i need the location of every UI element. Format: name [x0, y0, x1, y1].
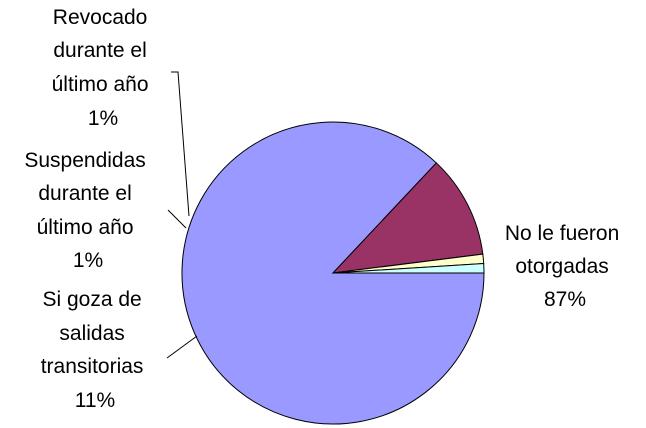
leader-line-salidas — [166, 335, 198, 359]
slice-percent: 1% — [73, 249, 103, 272]
label-line: Si goza de — [42, 288, 141, 311]
label-line: otorgadas — [515, 255, 608, 278]
slice-label-suspendidas: Suspendidas durante el último año 1% — [24, 149, 151, 272]
slice-percent: 1% — [88, 107, 118, 130]
slice-label-salidas: Si goza de salidas transitorias 11% — [41, 288, 150, 412]
leader-line-revocado — [171, 71, 190, 217]
label-line: Revocado — [53, 6, 148, 29]
label-line: No le fueron — [505, 222, 619, 245]
slice-salidas — [331, 162, 484, 274]
slice-label-revocado: Revocado durante el último año 1% — [52, 6, 155, 130]
slice-percent: 11% — [75, 389, 115, 412]
leader-line-suspendidas — [167, 209, 187, 229]
slice-percent: 87% — [544, 288, 586, 311]
label-line: transitorias — [41, 355, 144, 378]
label-line: último año — [52, 73, 149, 96]
label-line: durante el — [38, 182, 131, 205]
pie-slices — [181, 121, 485, 425]
slice-revocado — [332, 262, 485, 274]
label-line: Suspendidas — [24, 149, 145, 172]
slice-no-otorgadas — [181, 121, 485, 425]
leader-lines — [166, 71, 198, 359]
label-line: durante el — [53, 39, 146, 62]
slice-label-no-otorgadas: No le fueron otorgadas 87% — [505, 222, 625, 311]
label-line: salidas — [59, 322, 124, 345]
label-line: último año — [37, 216, 134, 239]
